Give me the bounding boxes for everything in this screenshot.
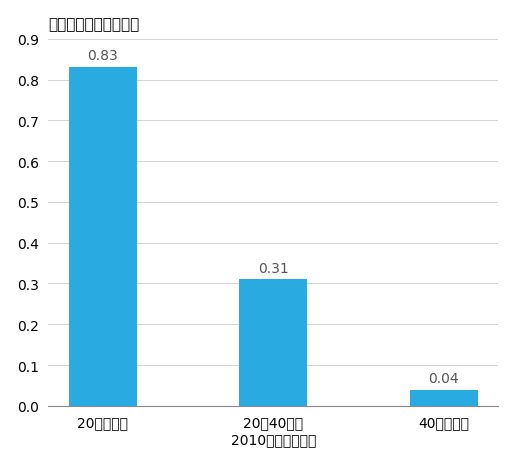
Bar <box>239 280 307 406</box>
X-axis label: 2010年の平均時給: 2010年の平均時給 <box>231 432 316 446</box>
Text: 0.04: 0.04 <box>428 371 459 385</box>
Text: 0.83: 0.83 <box>88 50 118 63</box>
Text: 機械代替の平均リスク: 機械代替の平均リスク <box>48 17 140 31</box>
Bar <box>69 68 137 406</box>
Text: 0.31: 0.31 <box>258 261 289 275</box>
Bar <box>410 390 478 406</box>
